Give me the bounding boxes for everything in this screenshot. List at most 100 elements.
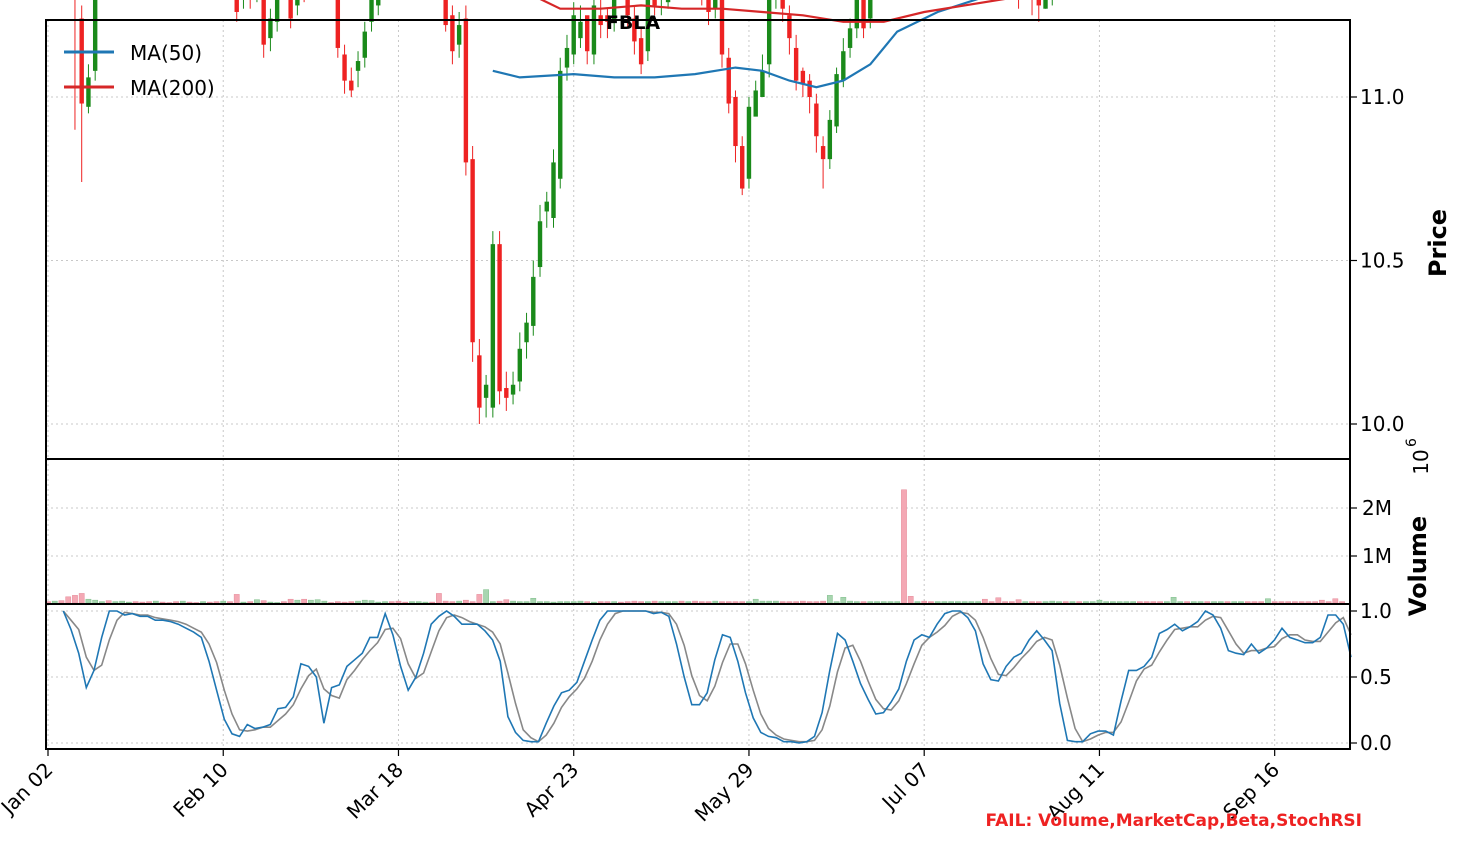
volume-bar [719, 601, 725, 604]
volume-bar [570, 601, 577, 604]
volume-bar [213, 601, 220, 604]
volume-bar [1319, 599, 1325, 604]
volume-bar [746, 601, 752, 604]
candle-body [652, 0, 657, 6]
candle-body [632, 18, 637, 42]
volume-bar [705, 601, 712, 604]
price-panel-frame [45, 19, 1351, 460]
volume-bar [537, 601, 543, 604]
candle-body [551, 162, 556, 218]
volume-bar [267, 601, 274, 604]
volume-bar [254, 599, 260, 604]
volume-bar [361, 599, 368, 604]
price-tick-label: 10.5 [1360, 249, 1405, 273]
volume-bar [1244, 601, 1251, 604]
volume-bar [179, 600, 186, 604]
volume-bar [388, 601, 395, 604]
volume-bar [1231, 601, 1238, 604]
volume-bar [99, 601, 105, 604]
volume-bar [72, 595, 78, 604]
volume-bar [483, 589, 489, 604]
volume-bar [725, 601, 732, 604]
candle-body [760, 70, 765, 97]
volume-bar [793, 601, 799, 604]
volume-bar [624, 601, 631, 604]
volume-bar [301, 598, 307, 604]
volume-bar [341, 601, 348, 604]
volume-bar [698, 601, 705, 604]
volume-bar [1238, 601, 1244, 604]
volume-bar [1150, 601, 1157, 604]
volume-bar [948, 601, 955, 604]
candle-body [861, 0, 866, 29]
volume-bar [112, 601, 119, 604]
stoch-y-ticks: 0.0 0.5 1.0 [1350, 599, 1392, 755]
volume-bar [752, 598, 759, 604]
volume-bar [874, 601, 880, 604]
volume-bar [1190, 601, 1197, 604]
candle-body [349, 80, 354, 91]
volume-bar [618, 601, 624, 604]
volume-bar [685, 601, 692, 604]
volume-bar [543, 601, 550, 604]
volume-bar [988, 601, 995, 604]
candle-body [564, 47, 570, 68]
volume-bar [1163, 601, 1170, 604]
volume-bar [887, 601, 894, 604]
candle-body [288, 0, 293, 19]
volume-bar [1008, 601, 1015, 604]
volume-bar [489, 601, 496, 604]
volume-bar [1015, 599, 1022, 604]
candle-body [585, 15, 590, 52]
volume-bar [1339, 601, 1345, 604]
volume-bar [671, 601, 678, 604]
volume-bar [85, 598, 92, 604]
legend: MA(50) MA(200) [64, 41, 215, 100]
volume-bar [1224, 601, 1231, 604]
stoch-d-line [62, 610, 1352, 743]
volume-scale-exponent: 6 [1404, 438, 1420, 447]
volume-bar [1298, 601, 1305, 604]
volume-bar [132, 601, 139, 604]
x-tick-label: Jan 02 [0, 758, 58, 821]
volume-bar [759, 600, 766, 604]
stoch-rsi-lines [62, 609, 1352, 744]
candle-body [847, 28, 853, 48]
volume-bar [833, 601, 840, 604]
candle-body [79, 18, 84, 104]
candle-body [571, 15, 576, 55]
volume-bar [476, 594, 483, 604]
candle-body [807, 80, 812, 97]
volume-bar [1325, 601, 1332, 604]
volume-bar [739, 601, 746, 604]
volume-bar [402, 601, 409, 604]
volume-bar [1110, 601, 1116, 604]
volume-bar [1002, 601, 1008, 604]
volume-bar [1049, 600, 1056, 604]
volume-bar [1217, 601, 1224, 604]
volume-grid [46, 459, 1350, 604]
volume-bar [260, 600, 267, 604]
volume-bar [557, 601, 564, 604]
candle-body [740, 146, 745, 189]
volume-bar [422, 601, 429, 604]
volume-scale-base: 10 [1409, 449, 1433, 474]
candle-body [780, 0, 785, 9]
volume-bar [409, 601, 415, 604]
candle-body [456, 25, 462, 45]
legend-ma50-label: MA(50) [130, 41, 202, 65]
volume-bar [678, 600, 685, 604]
volume-bar [308, 599, 314, 604]
volume-bar [826, 595, 833, 604]
volume-bar [779, 601, 786, 604]
volume-bar [732, 601, 739, 604]
volume-bar [119, 600, 125, 604]
ma200-line [539, 0, 1006, 23]
price-tick-label: 11.0 [1360, 85, 1405, 109]
volume-bar [853, 601, 860, 604]
candle-body [483, 384, 489, 398]
volume-bar [523, 601, 530, 604]
volume-bar [766, 600, 773, 604]
volume-bar [166, 602, 173, 604]
volume-bar [240, 601, 247, 604]
